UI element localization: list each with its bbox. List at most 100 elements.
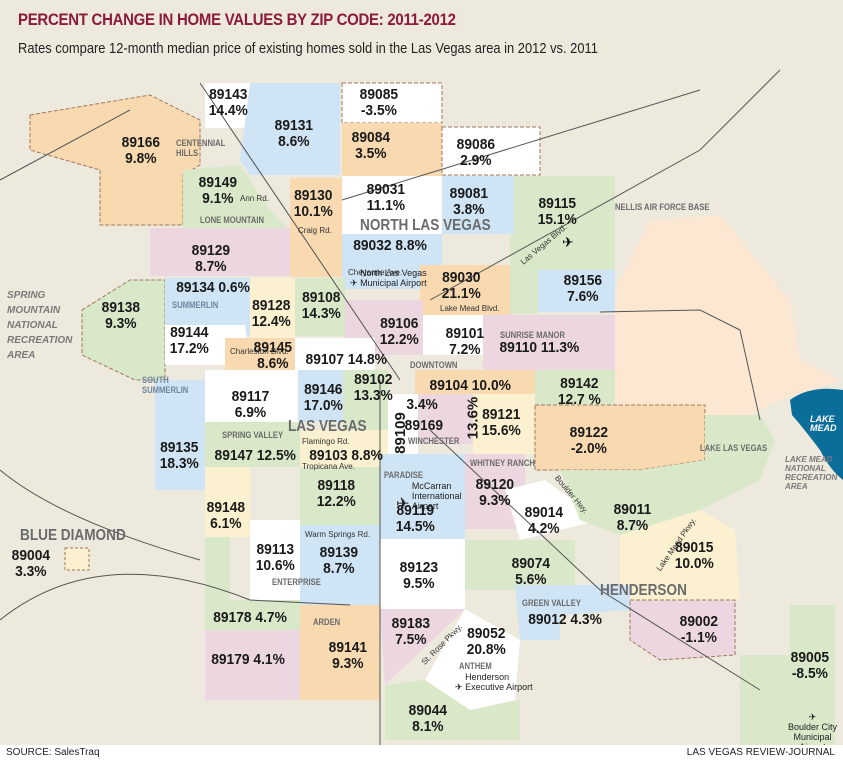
zip-label: 89086 2.9% (456, 136, 496, 169)
zip-label: 89148 6.1% (206, 499, 246, 532)
lake-mead-water (790, 388, 843, 480)
zip-label: 89131 8.6% (274, 117, 314, 150)
airplane-icon: ✈ (396, 496, 410, 513)
zip-label: 89178 4.7% (213, 609, 287, 626)
road-label: Tropicana Ave. (302, 462, 355, 471)
zip-label: 89147 12.5% (214, 447, 296, 464)
zip-label: 89005 -8.5% (790, 649, 830, 682)
area-label: SPRING MOUNTAIN NATIONAL RECREATION AREA (7, 290, 73, 361)
road-label: Charleston Blvd. (230, 347, 289, 356)
road-label: Craig Rd. (298, 226, 332, 235)
zip-label: 89110 11.3% (499, 339, 580, 356)
zip-label: 89120 9.3% (475, 476, 515, 509)
zip-code-map: PERCENT CHANGE IN HOME VALUES BY ZIP COD… (0, 0, 843, 745)
zip-label: 89129 8.7% (191, 242, 231, 275)
zip-label: 89179 4.1% (211, 651, 285, 668)
area-label: CENTENNIAL HILLS (176, 138, 226, 158)
zip-label: 89169 (404, 417, 444, 434)
airplane-icon: ✈ (808, 712, 817, 722)
nlv-airport-label: ✈ North Las Vegas Municipal Airport (350, 268, 427, 288)
zip-label: 89149 9.1% (198, 174, 238, 207)
area-label: SUMMERLIN (172, 300, 219, 310)
zip-label: 89014 4.2% (524, 504, 564, 537)
zip-label: 89104 10.0% (429, 377, 511, 394)
zip-label: 89101 7.2% (445, 325, 485, 358)
zip-label: 89128 12.4% (251, 297, 291, 330)
area-label: SPRING VALLEY (222, 430, 284, 440)
publisher-credit: LAS VEGAS REVIEW-JOURNAL (686, 747, 835, 758)
zip-label: 89107 14.8% (305, 351, 387, 368)
zip-label: 89113 10.6% (255, 541, 295, 574)
zip-label: 89156 7.6% (563, 272, 603, 305)
zip-label: 89146 17.0% (303, 381, 343, 414)
nellis-airplane-icon: ✈ (562, 234, 574, 250)
zip-label: 89141 9.3% (328, 639, 368, 672)
zip-label: 89106 12.2% (379, 315, 419, 348)
area-label: SUNRISE MANOR (500, 330, 566, 340)
zip-label: 89118 12.2% (316, 477, 356, 510)
mccarran-airport-label: ✈ McCarran International Airport (396, 481, 462, 513)
area-label: SOUTH SUMMERLIN (142, 375, 189, 395)
source-credit: SOURCE: SalesTraq (6, 747, 100, 758)
road-label: Lake Mead Blvd. (440, 304, 500, 313)
zip-label: 89119 14.5% (395, 502, 435, 535)
road-label: Flamingo Rd. (302, 437, 350, 446)
zip-label: 89004 3.3% (11, 547, 51, 580)
zip-label: 89085 -3.5% (359, 86, 399, 119)
zip-label: 89102 13.3% (353, 371, 393, 404)
area-label: WINCHESTER (408, 436, 460, 446)
zip-label: 89139 8.7% (319, 544, 359, 577)
boulder-airport-label: ✈Boulder City Municipal Airport (787, 712, 838, 745)
map-shapes (0, 69, 843, 745)
zip-label: 89052 20.8% (466, 625, 506, 658)
area-label: NELLIS AIR FORCE BASE (615, 202, 710, 212)
area-label: LONE MOUNTAIN (200, 215, 265, 225)
zip-label-vertical: 13.6% (464, 396, 482, 440)
area-label: ENTERPRISE (272, 577, 321, 587)
airplane-icon: ✈ (350, 278, 358, 288)
henderson-airport-label: ✈ Henderson Executive Airport (455, 672, 533, 692)
map-title: PERCENT CHANGE IN HOME VALUES BY ZIP COD… (18, 10, 456, 29)
road-label: Ann Rd. (240, 194, 269, 203)
zip-label: 89121 15.6% (481, 406, 521, 439)
area-label: ARDEN (313, 617, 341, 627)
zip-label: 89084 3.5% (351, 129, 391, 162)
area-label: ANTHEM (459, 661, 492, 671)
road-label: Warm Springs Rd. (305, 530, 371, 539)
area-label: LAS VEGAS (288, 418, 367, 435)
zip-label: 89130 10.1% (293, 187, 333, 220)
area-label: LAKE MEAD NATIONAL RECREATION AREA (785, 455, 838, 491)
road-label: Cheyenne Ave. (348, 268, 403, 277)
zip-label: 89002 -1.1% (679, 613, 719, 646)
zip-label: 89081 3.8% (449, 185, 489, 218)
zip-label: 89143 14.4% (208, 86, 248, 119)
zip-label: 89044 8.1% (408, 702, 448, 735)
zip-label: 89123 9.5% (399, 559, 439, 592)
zip-label: 89135 18.3% (159, 439, 199, 472)
area-label: BLUE DIAMOND (20, 527, 126, 544)
area-label: LAKE LAS VEGAS (700, 443, 768, 453)
area-label: PARADISE (384, 470, 423, 480)
zip-label: 89115 15.1% (537, 195, 577, 228)
area-label: GREEN VALLEY (522, 598, 581, 608)
zip-label: 89166 9.8% (121, 134, 161, 167)
zip-label: 89031 11.1% (366, 181, 406, 214)
zip-label: 89015 10.0% (674, 539, 714, 572)
zip-label: 89012 4.3% (528, 611, 602, 628)
airplane-icon: ✈ (455, 682, 463, 692)
zip-label: 89117 6.9% (231, 388, 270, 421)
area-label: WHITNEY RANCH (470, 458, 535, 468)
zip-label: 89032 8.8% (353, 237, 427, 254)
map-subtitle: Rates compare 12-month median price of e… (18, 40, 598, 57)
area-label: LAKE MEAD (810, 414, 837, 433)
zip-label: 89183 7.5% (391, 615, 431, 648)
zip-label: 89103 8.8% (309, 447, 383, 464)
zip-label: 3.4% (406, 396, 438, 413)
zip-label: 89122 -2.0% (569, 424, 609, 457)
zip-label: 89144 17.2% (169, 324, 209, 357)
zip-label: 89030 21.1% (441, 269, 481, 302)
zip-label: 89074 5.6% (511, 555, 551, 588)
zip-label: 89142 12.7 % (557, 375, 601, 408)
area-label: HENDERSON (600, 582, 687, 599)
area-label: NORTH LAS VEGAS (360, 217, 491, 234)
